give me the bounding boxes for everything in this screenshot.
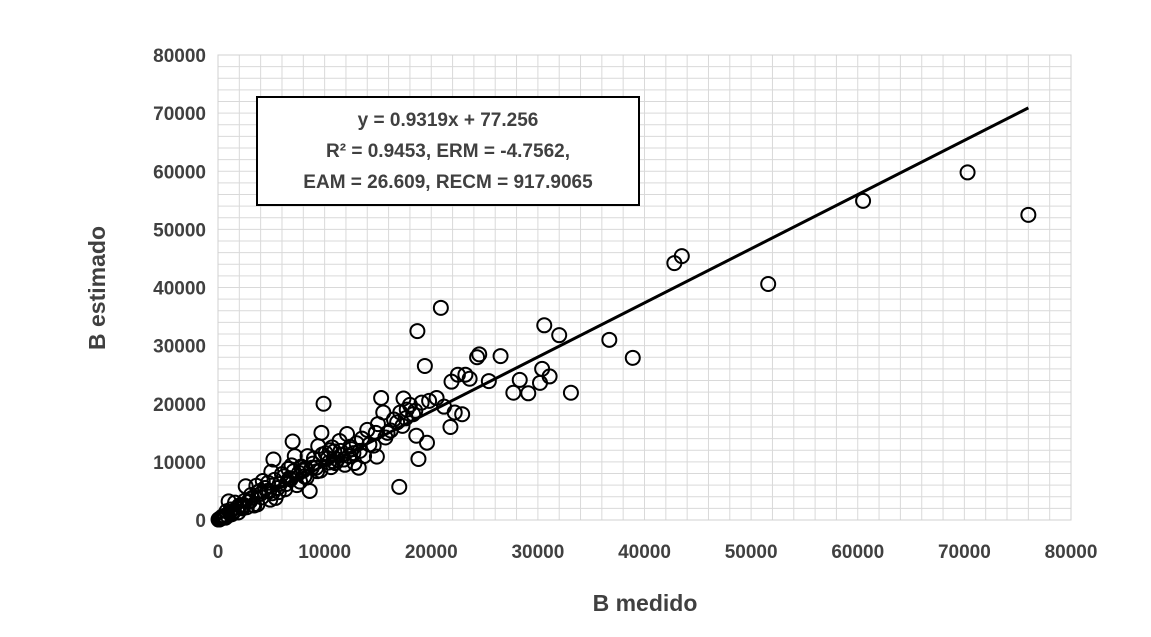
y-tick-label: 0 (195, 511, 206, 532)
stats-line-2: EAM = 26.609, RECM = 917.9065 (303, 171, 593, 193)
data-point (551, 327, 568, 344)
data-point (211, 511, 228, 528)
data-point (959, 164, 976, 181)
data-point (265, 451, 282, 468)
x-tick-label: 40000 (618, 542, 671, 563)
x-axis-tick-labels: 0 10000 20000 30000 40000 50000 60000 70000 8000… (213, 542, 1098, 563)
y-axis-title: B estimado (84, 226, 110, 350)
data-point (391, 478, 408, 495)
y-tick-label: 40000 (153, 279, 206, 300)
data-point (511, 371, 528, 388)
data-point (760, 276, 777, 293)
data-point (264, 485, 281, 502)
data-point (313, 424, 330, 441)
data-point (260, 474, 277, 491)
data-point (532, 374, 549, 391)
data-point (359, 421, 376, 438)
data-point (416, 357, 433, 374)
data-point (443, 373, 460, 390)
x-tick-label: 20000 (405, 542, 458, 563)
data-point (480, 373, 497, 390)
data-point (471, 346, 488, 363)
x-tick-label: 50000 (725, 542, 778, 563)
y-tick-label: 10000 (153, 453, 206, 474)
trendline (217, 106, 1030, 521)
data-point (373, 389, 390, 406)
data-point (562, 384, 579, 401)
data-point (536, 317, 553, 334)
x-tick-label: 10000 (298, 542, 351, 563)
data-point (469, 349, 486, 366)
data-point (409, 323, 426, 340)
data-point (1020, 206, 1037, 223)
data-point (408, 427, 425, 444)
x-tick-label: 60000 (831, 542, 884, 563)
x-tick-label: 30000 (511, 542, 564, 563)
data-point (263, 463, 280, 480)
data-point (432, 299, 449, 316)
x-tick-label: 70000 (938, 542, 991, 563)
y-tick-label: 80000 (153, 46, 206, 67)
data-point (520, 385, 537, 402)
data-point (421, 392, 438, 409)
y-tick-label: 50000 (153, 220, 206, 241)
data-point (855, 192, 872, 209)
data-point (666, 255, 683, 272)
data-point (379, 424, 396, 441)
plot-area-border (217, 54, 1072, 521)
data-point (385, 411, 402, 428)
data-point (457, 366, 474, 383)
y-tick-label: 70000 (153, 104, 206, 125)
data-point (454, 406, 471, 423)
x-tick-label: 80000 (1045, 542, 1098, 563)
data-point (428, 389, 445, 406)
data-point (284, 433, 301, 450)
data-point (315, 395, 332, 412)
regression-equation-box: y = 0.9319x + 77.256 R² = 0.9453, ERM = … (256, 96, 640, 206)
data-point (601, 331, 618, 348)
data-point (442, 419, 459, 435)
x-tick-label: 0 (213, 542, 224, 563)
data-point (296, 468, 313, 485)
data-point (624, 349, 641, 366)
x-axis-title: B medido (593, 590, 698, 616)
y-tick-label: 30000 (153, 337, 206, 358)
y-tick-label: 60000 (153, 162, 206, 183)
data-point (410, 450, 427, 467)
stats-line-1: R² = 0.9453, ERM = -4.7562, (326, 140, 570, 162)
data-point (368, 448, 385, 465)
equation-line: y = 0.9319x + 77.256 (357, 109, 539, 131)
data-point (492, 348, 509, 365)
y-tick-label: 20000 (153, 395, 206, 416)
y-axis-tick-labels: 0 10000 20000 30000 40000 50000 60000 70000 8000… (153, 46, 206, 532)
data-point (505, 384, 522, 401)
data-point (398, 401, 415, 418)
